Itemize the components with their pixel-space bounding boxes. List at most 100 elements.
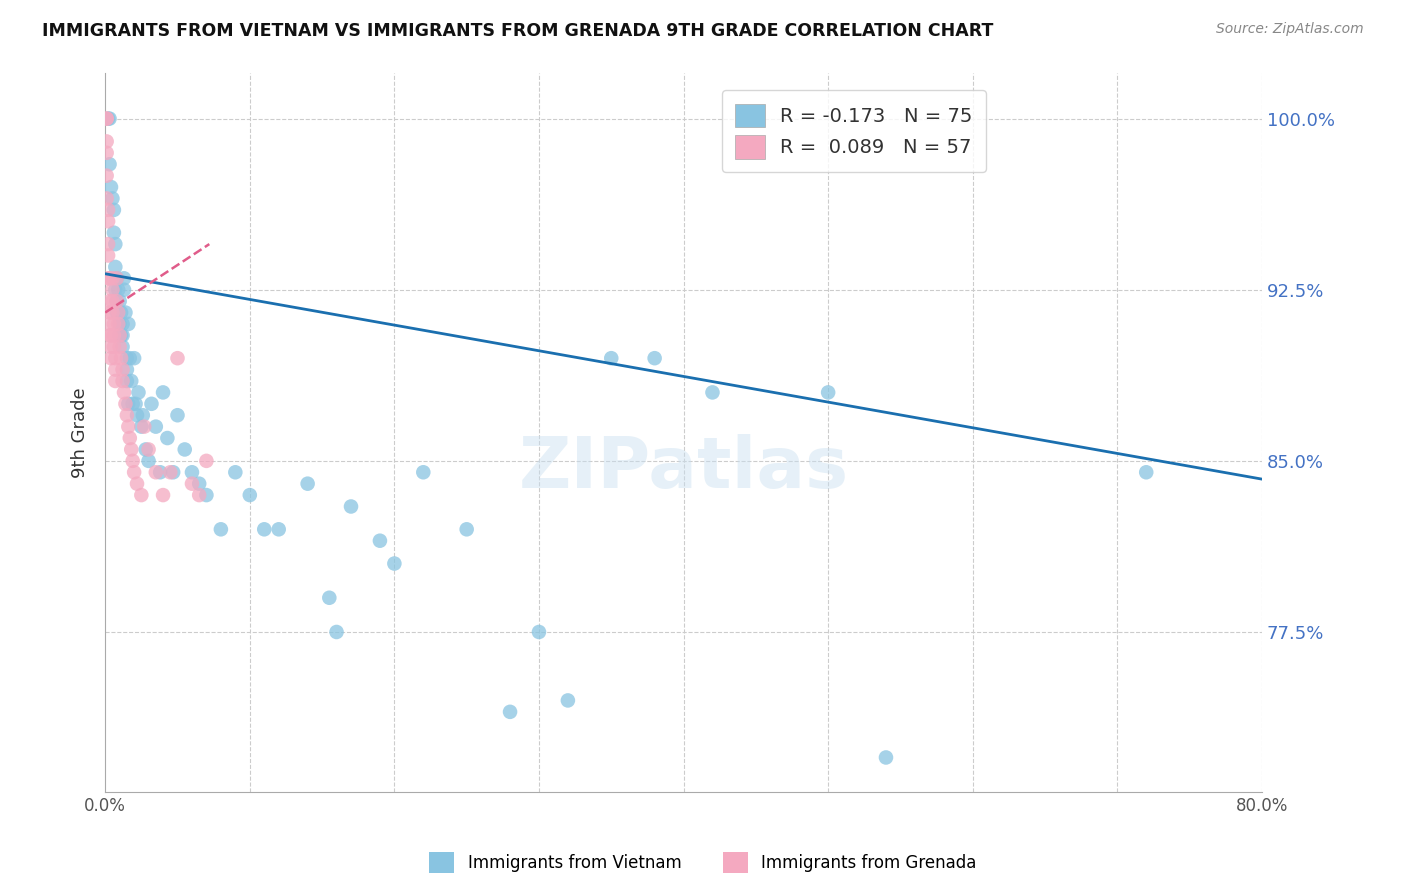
Point (152, 385, 174, 400)
Point (253, 522, 276, 536)
Point (108, 328, 131, 343)
Point (134, 419, 156, 434)
Point (131, 488, 153, 502)
Point (108, 328, 131, 343)
Point (104, 260, 127, 274)
Point (166, 409, 188, 423)
Point (110, 351, 132, 366)
Point (112, 271, 135, 285)
Point (111, 362, 134, 376)
Point (159, 465, 181, 479)
Point (98, 112, 121, 126)
Point (412, 465, 434, 479)
Point (188, 476, 211, 491)
Point (340, 500, 363, 514)
Point (166, 351, 188, 366)
Point (132, 409, 155, 423)
Point (97, 202, 120, 217)
Point (325, 625, 347, 640)
Point (127, 385, 149, 400)
Point (120, 442, 142, 457)
Point (97, 271, 120, 285)
Point (111, 374, 134, 388)
Point (117, 317, 139, 331)
Point (152, 488, 174, 502)
Point (527, 625, 550, 640)
Point (118, 351, 141, 366)
Text: Source: ZipAtlas.com: Source: ZipAtlas.com (1216, 22, 1364, 37)
Point (107, 305, 129, 319)
Point (103, 202, 125, 217)
Point (114, 305, 136, 319)
Point (96, 145, 118, 160)
Point (124, 397, 146, 411)
Point (105, 294, 128, 309)
Point (702, 385, 724, 400)
Point (135, 442, 157, 457)
Point (117, 419, 139, 434)
Point (121, 397, 143, 411)
Point (149, 465, 172, 479)
Point (145, 465, 167, 479)
Point (96, 112, 118, 126)
Point (96, 135, 118, 149)
Point (239, 488, 262, 502)
Point (108, 294, 131, 309)
Point (557, 693, 579, 707)
Point (297, 476, 319, 491)
Point (145, 419, 167, 434)
Y-axis label: 9th Grade: 9th Grade (72, 387, 89, 477)
Point (499, 705, 522, 719)
Point (107, 317, 129, 331)
Point (104, 237, 127, 252)
Point (103, 317, 125, 331)
Legend: Immigrants from Vietnam, Immigrants from Grenada: Immigrants from Vietnam, Immigrants from… (423, 846, 983, 880)
Point (600, 351, 623, 366)
Point (108, 340, 131, 354)
Point (181, 476, 204, 491)
Point (118, 431, 141, 445)
Point (104, 374, 127, 388)
Point (115, 351, 138, 366)
Point (141, 397, 163, 411)
Point (108, 317, 131, 331)
Point (98, 328, 121, 343)
Point (101, 192, 124, 206)
Point (101, 305, 124, 319)
Point (195, 454, 218, 468)
Point (1135, 465, 1157, 479)
Point (817, 385, 839, 400)
Point (110, 328, 132, 343)
Text: ZIPatlas: ZIPatlas (519, 434, 849, 503)
Point (111, 340, 134, 354)
Point (173, 442, 195, 457)
Point (104, 283, 127, 297)
Point (104, 362, 127, 376)
Point (112, 283, 135, 297)
Point (114, 397, 136, 411)
Point (267, 522, 290, 536)
Point (100, 351, 122, 366)
Point (188, 488, 211, 502)
Point (105, 271, 128, 285)
Point (98, 317, 121, 331)
Point (156, 431, 179, 445)
Point (456, 522, 478, 536)
Point (121, 454, 143, 468)
Point (318, 591, 340, 605)
Point (195, 488, 218, 502)
Point (107, 283, 129, 297)
Point (105, 305, 128, 319)
Point (115, 409, 138, 423)
Point (138, 454, 160, 468)
Point (105, 271, 128, 285)
Point (97, 248, 120, 262)
Point (97, 112, 120, 126)
Text: IMMIGRANTS FROM VIETNAM VS IMMIGRANTS FROM GRENADA 9TH GRADE CORRELATION CHART: IMMIGRANTS FROM VIETNAM VS IMMIGRANTS FR… (42, 22, 994, 40)
Point (644, 351, 666, 366)
Point (138, 442, 160, 457)
Point (122, 351, 145, 366)
Point (111, 317, 134, 331)
Point (125, 409, 148, 423)
Point (110, 305, 132, 319)
